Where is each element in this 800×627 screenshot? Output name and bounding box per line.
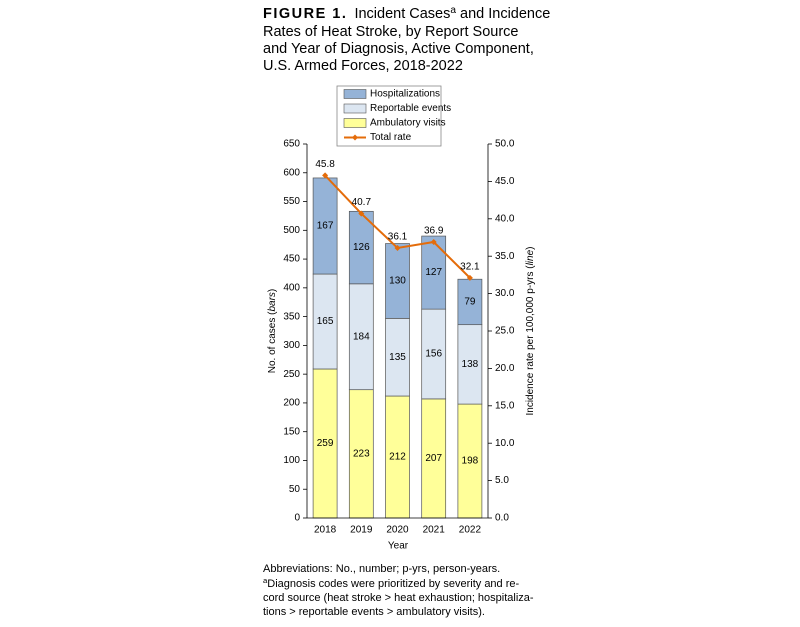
bar-value-label: 127: [425, 267, 442, 278]
rate-marker: [466, 274, 473, 281]
y2-tick-label: 0.0: [495, 513, 509, 524]
y2-tick-label: 5.0: [495, 475, 509, 486]
bar-segment: [348, 210, 374, 285]
title-line: U.S. Armed Forces, 2018-2022: [263, 58, 463, 74]
bar-segment: [385, 395, 410, 519]
title-line: Rates of Heat Stroke, by Report Source: [263, 24, 519, 40]
y2-tick-label: 30.0: [495, 288, 515, 299]
bar-value-label: 207: [425, 453, 442, 464]
rate-value-label: 40.7: [352, 197, 372, 208]
y-axis-title-part: bars: [267, 292, 278, 311]
y2-axis-title-part: line: [525, 249, 536, 265]
y-tick-label: 650: [283, 139, 300, 150]
x-tick-label: 2019: [350, 525, 373, 536]
y-tick-label: 50: [289, 484, 301, 495]
y2-tick-label: 10.0: [495, 438, 515, 449]
bar-value-label: 198: [462, 456, 479, 467]
y-axis-title-part: ): [267, 289, 278, 292]
legend-label: Hospitalizations: [370, 89, 440, 100]
footnote-text: Diagnosis codes were prioritized by seve…: [267, 578, 519, 590]
legend-label: Reportable events: [370, 103, 451, 114]
bar-value-label: 156: [425, 349, 442, 360]
legend-swatch: [343, 89, 367, 99]
bar-segment: [312, 273, 338, 370]
legend-label: Ambulatory visits: [370, 118, 446, 129]
bar-segment: [457, 403, 483, 519]
y2-axis-title: Incidence rate per 100,000 p-yrs (line): [525, 246, 536, 415]
footnote-line: aDiagnosis codes were prioritized by sev…: [263, 576, 520, 590]
y-tick-label: 200: [283, 398, 300, 409]
bar-value-label: 167: [317, 221, 334, 232]
y-tick-label: 350: [283, 311, 300, 322]
title-text: and Incidence: [460, 6, 550, 22]
bar-value-label: 79: [464, 297, 476, 308]
y2-tick-label: 20.0: [495, 363, 515, 374]
x-axis-title: Year: [388, 541, 409, 552]
y-tick-label: 250: [283, 369, 300, 380]
bar-value-label: 135: [389, 352, 406, 363]
y2-tick-label: 40.0: [495, 213, 515, 224]
rate-value-label: 45.8: [315, 159, 335, 170]
bar-value-label: 138: [462, 359, 479, 370]
y-tick-label: 0: [294, 513, 300, 524]
rate-marker: [322, 172, 329, 179]
bar-segment: [385, 243, 410, 319]
bar-value-label: 212: [389, 452, 406, 463]
bar-segment: [421, 235, 447, 310]
y2-tick-label: 15.0: [495, 400, 515, 411]
x-tick-label: 2018: [314, 525, 337, 536]
rate-marker: [394, 244, 401, 251]
y-tick-label: 500: [283, 225, 300, 236]
y-axis-title: No. of cases (bars): [267, 289, 278, 374]
bar-value-label: 126: [353, 242, 370, 253]
footnote-mark: a: [263, 576, 268, 585]
y2-tick-label: 35.0: [495, 251, 515, 262]
legend-swatch: [352, 134, 358, 141]
figure-label: FIGURE 1.: [263, 6, 347, 22]
y-tick-label: 600: [283, 167, 300, 178]
bar-value-label: 259: [317, 438, 334, 449]
bar-segment: [348, 283, 374, 391]
x-tick-label: 2020: [386, 525, 409, 536]
footnote-line: tions > reportable events > ambulatory v…: [263, 606, 485, 618]
title-text: Incident Cases: [354, 6, 450, 22]
rate-value-label: 32.1: [460, 262, 480, 273]
legend-swatch: [343, 103, 367, 114]
y-tick-label: 400: [283, 282, 300, 293]
y2-axis-title-part: ): [525, 246, 536, 249]
y-tick-label: 550: [283, 196, 300, 207]
y-axis-title-part: No. of cases (: [267, 311, 278, 373]
y2-axis-title-part: Incidence rate per 100,000 p-yrs (: [525, 265, 536, 416]
footnote-line: cord source (heat stroke > heat exhausti…: [263, 592, 534, 604]
bar-value-label: 130: [389, 276, 406, 287]
bar-segment: [457, 278, 483, 326]
rate-marker: [430, 238, 437, 245]
bar-value-label: 184: [353, 331, 370, 342]
title-line: FIGURE 1. Incident Casesa and Incidence: [263, 5, 550, 22]
legend-label: Total rate: [370, 132, 412, 143]
y2-tick-label: 45.0: [495, 176, 515, 187]
footnote-mark: a: [450, 5, 456, 16]
y-tick-label: 150: [283, 426, 300, 437]
x-tick-label: 2021: [423, 525, 446, 536]
rate-value-label: 36.1: [388, 232, 408, 243]
rate-value-label: 36.9: [424, 226, 444, 237]
bar-segment: [385, 317, 410, 397]
x-tick-label: 2022: [459, 525, 482, 536]
y2-tick-label: 50.0: [495, 139, 515, 150]
y-tick-label: 300: [283, 340, 300, 351]
y-tick-label: 100: [283, 455, 300, 466]
bar-value-label: 165: [317, 316, 334, 327]
y-tick-label: 450: [283, 254, 300, 265]
y2-tick-label: 25.0: [495, 326, 515, 337]
title-line: and Year of Diagnosis, Active Component,: [263, 41, 534, 57]
legend-swatch: [343, 118, 367, 128]
bar-value-label: 223: [353, 448, 370, 459]
abbreviations: Abbreviations: No., number; p-yrs, perso…: [263, 563, 500, 575]
rate-marker: [358, 210, 365, 217]
